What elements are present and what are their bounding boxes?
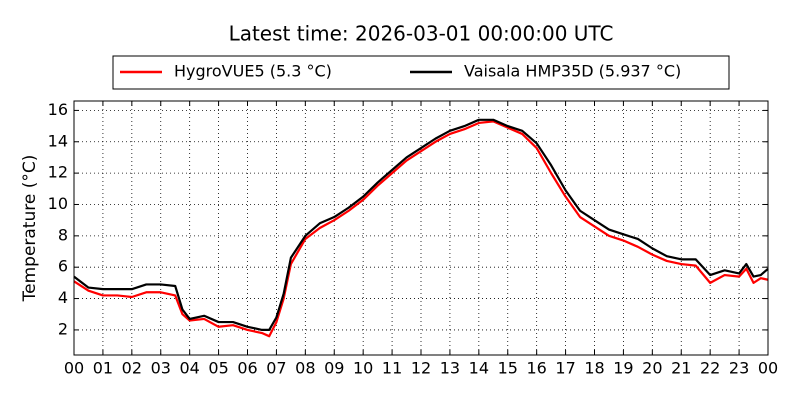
legend-label: HygroVUE5 (5.3 °C) <box>174 62 332 81</box>
x-tick-label: 16 <box>526 359 546 378</box>
data-line <box>73 120 769 338</box>
x-tick-label: 09 <box>324 359 344 378</box>
legend-label: Vaisala HMP35D (5.937 °C) <box>464 62 681 81</box>
x-tick-label: 00 <box>64 359 84 378</box>
y-axis-label: Temperature (°C) <box>20 155 40 303</box>
x-tick-label: 08 <box>295 359 315 378</box>
chart-title: Latest time: 2026-03-01 00:00:00 UTC <box>229 22 614 46</box>
y-tick-label: 8 <box>58 225 68 244</box>
x-tick-label: 01 <box>93 359 113 378</box>
plot-frame <box>73 100 769 356</box>
x-tick-label: 13 <box>440 359 460 378</box>
y-tick-label: 4 <box>58 288 68 307</box>
x-tick-label: 15 <box>498 359 518 378</box>
x-tick-label: 18 <box>584 359 604 378</box>
x-tick-label: 07 <box>266 359 286 378</box>
x-tick-label: 23 <box>729 359 749 378</box>
y-tick-label: 16 <box>48 100 68 119</box>
x-tick-label: 19 <box>613 359 633 378</box>
x-tick-label: 02 <box>122 359 142 378</box>
x-tick-label: 11 <box>382 359 402 378</box>
y-tick-label: 2 <box>58 319 68 338</box>
x-tick-label: 03 <box>151 359 171 378</box>
x-tick-label: 05 <box>208 359 228 378</box>
x-tick-label: 00 <box>758 359 778 378</box>
x-tick-label: 04 <box>179 359 199 378</box>
x-tick-label: 22 <box>700 359 720 378</box>
x-tick-label: 10 <box>353 359 373 378</box>
x-tick-label: 14 <box>469 359 489 378</box>
y-tick-label: 12 <box>48 163 68 182</box>
x-tick-label: 17 <box>555 359 575 378</box>
y-tick-label: 10 <box>48 194 68 213</box>
x-tick-label: 21 <box>671 359 691 378</box>
y-tick-label: 14 <box>48 131 68 150</box>
x-tick-label: 06 <box>237 359 257 378</box>
data-line <box>73 118 769 332</box>
x-tick-label: 20 <box>642 359 662 378</box>
y-tick-label: 6 <box>58 257 68 276</box>
x-tick-label: 12 <box>411 359 431 378</box>
